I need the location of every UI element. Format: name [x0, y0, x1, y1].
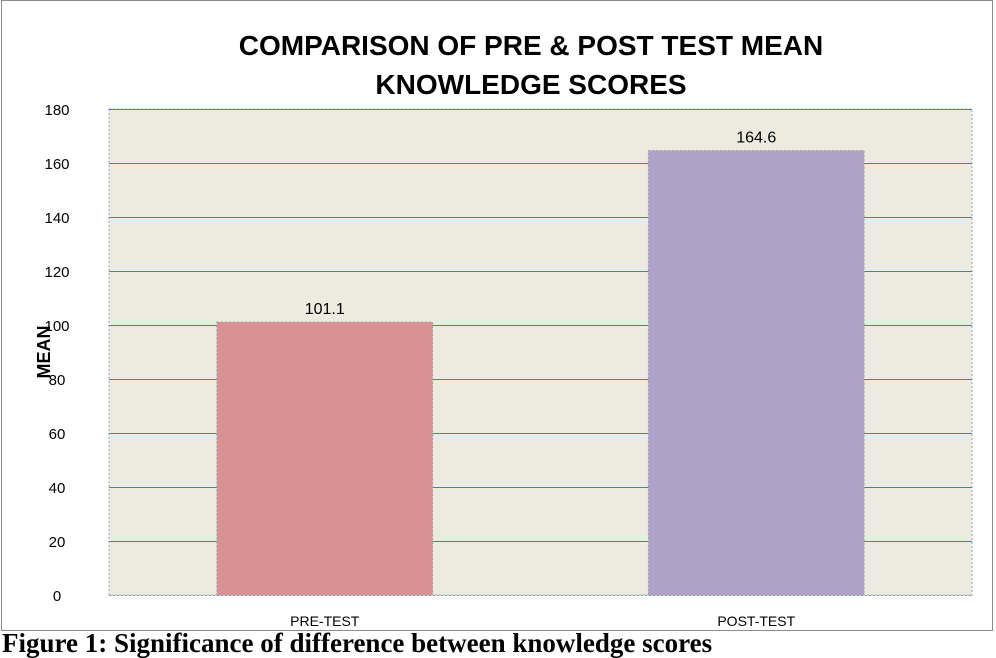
y-tick-label: 160 [44, 156, 69, 173]
chart-title-line-2: KNOWLEDGE SCORES [375, 69, 686, 100]
y-axis-ticks: 0 20 40 60 80 100 120 140 160 180 [44, 102, 69, 605]
y-axis-label: MEAN [34, 326, 54, 379]
chart-title: COMPARISON OF PRE & POST TEST MEAN KNOWLE… [239, 30, 823, 100]
x-tick-label: PRE-TEST [290, 613, 360, 629]
bar-post-test [647, 150, 865, 596]
y-tick-label: 100 [44, 318, 69, 335]
y-tick-label: 20 [49, 534, 66, 551]
chart-title-line-1: COMPARISON OF PRE & POST TEST MEAN [239, 30, 823, 61]
y-tick-label: 60 [49, 426, 66, 443]
y-tick-label: 0 [53, 588, 61, 605]
y-tick-label: 180 [44, 102, 69, 119]
x-tick-label: POST-TEST [717, 613, 795, 629]
data-label: 101.1 [305, 301, 345, 318]
y-tick-label: 140 [44, 210, 69, 227]
data-label: 164.6 [736, 130, 776, 147]
y-tick-label: 40 [49, 480, 66, 497]
y-tick-label: 80 [49, 372, 66, 389]
figure-caption: Figure 1: Significance of difference bet… [2, 628, 713, 658]
x-axis-ticks: PRE-TEST POST-TEST [290, 613, 795, 629]
bars: 101.1 164.6 [216, 130, 865, 596]
bar-pre-test [216, 321, 434, 596]
y-tick-label: 120 [44, 264, 69, 281]
